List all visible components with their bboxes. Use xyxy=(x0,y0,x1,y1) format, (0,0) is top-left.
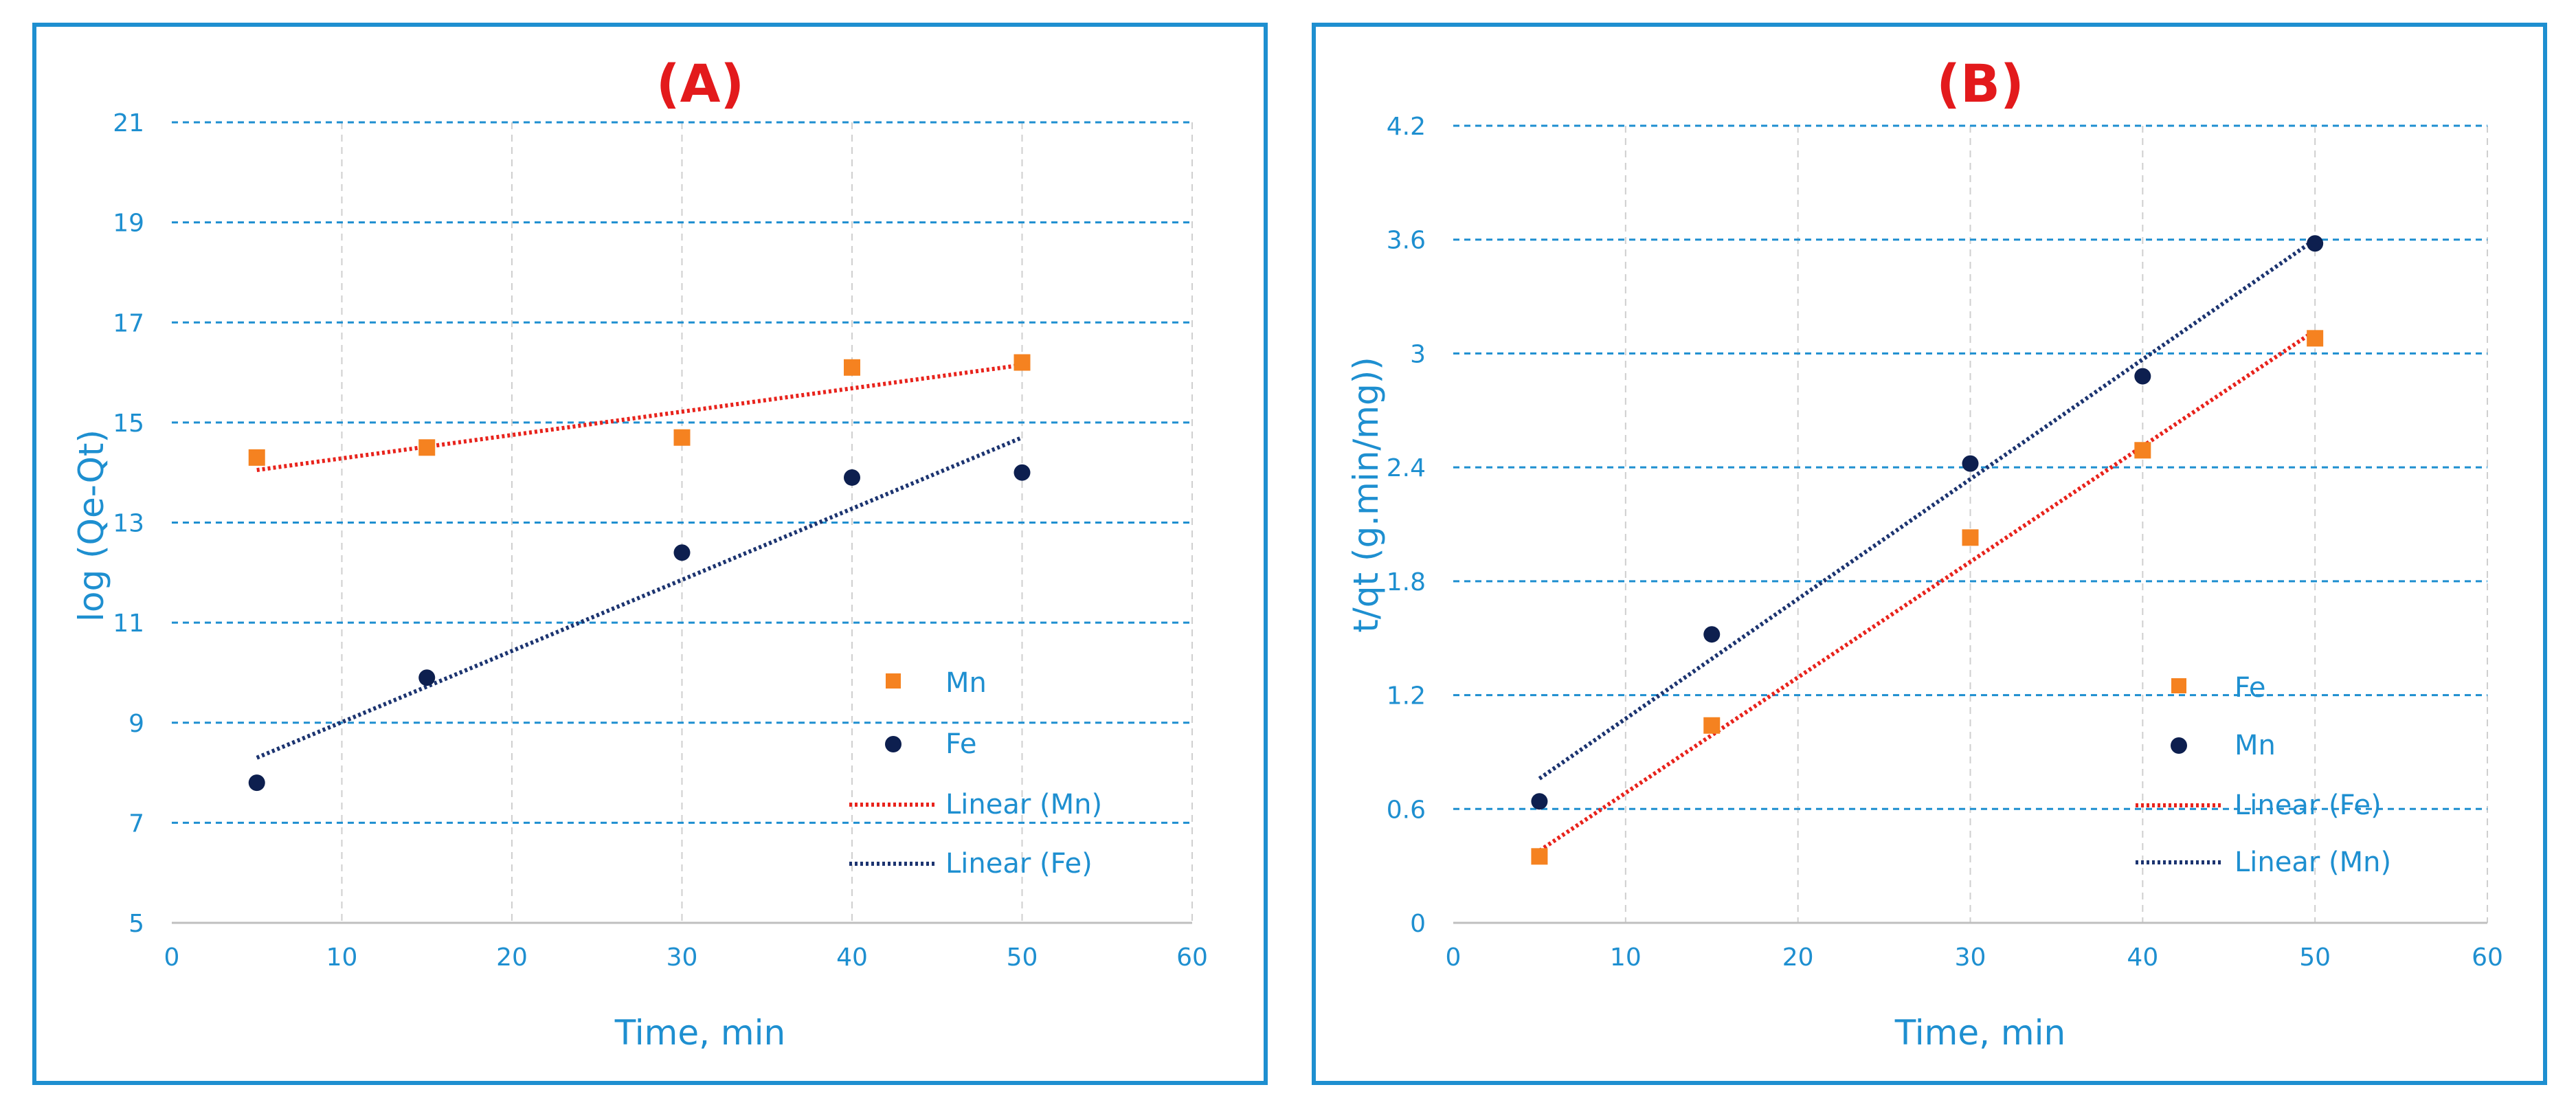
legend-label-b-1: Fe xyxy=(2235,672,2265,704)
legend-label-a-1: Mn xyxy=(945,667,987,699)
panel-a-x-tick-label: 40 xyxy=(836,943,868,972)
panel-b-y-tick-label: 3 xyxy=(1410,340,1426,368)
panel-b-y-tick-label: 2.4 xyxy=(1387,454,1426,482)
panel-b-x-tick-label: 30 xyxy=(1955,943,1986,972)
panel-a-point-fe xyxy=(1013,464,1031,481)
panel-a-trendline xyxy=(256,435,1023,760)
panel-a-title: (A) xyxy=(656,53,744,114)
panel-b-point-mn xyxy=(2134,368,2151,385)
panel-b: (B) Time, min t/qt (g.min/mg)) 0 10 20 30 40… xyxy=(1312,23,2547,1085)
panel-b-x-tick-label: 10 xyxy=(1610,943,1642,972)
panel-a-y-tick-label: 5 xyxy=(128,910,144,938)
legend-label-a-2: Fe xyxy=(945,728,976,760)
legend-label-b-2: Mn xyxy=(2235,730,2276,761)
panel-a-point-fe xyxy=(248,774,265,792)
panel-b-point-mn xyxy=(1531,793,1548,810)
panel-b-y-tick-label: 1.2 xyxy=(1387,682,1426,711)
panel-a-point-fe xyxy=(673,544,691,561)
panel-a-x-ticks: 0 10 20 30 40 50 60 xyxy=(164,943,1208,972)
legend-label-b-3: Linear (Fe) xyxy=(2235,790,2382,821)
panel-b-y-tick-label: 1.8 xyxy=(1387,568,1426,596)
panel-a: (A) Time, min log (Qe-Qt) 0 10 20 30 40 50 60 … xyxy=(32,23,1268,1085)
panel-a-y-axis-label: log (Qe-Qt) xyxy=(71,429,111,622)
panel-a-trendline xyxy=(256,363,1022,473)
panel-b-x-tick-label: 0 xyxy=(1446,943,1461,972)
panel-b-x-tick-label: 60 xyxy=(2472,943,2503,972)
legend-label-a-4: Linear (Fe) xyxy=(945,848,1093,880)
panel-b-frame xyxy=(1312,23,2547,1085)
panel-b-y-tick-label: 4.2 xyxy=(1387,113,1426,141)
panel-a-point-fe xyxy=(844,469,860,486)
panel-b-y-ticks: 0 0.6 1.2 1.8 2.4 3 3.6 4.2 xyxy=(1387,113,1426,938)
panel-b-x-tick-label: 20 xyxy=(1782,943,1814,972)
panel-b-point-fe xyxy=(1962,529,1979,546)
panel-a-x-tick-label: 10 xyxy=(326,943,358,972)
panel-a-x-tick-label: 30 xyxy=(667,943,698,972)
panel-b-point-fe xyxy=(2307,330,2324,347)
panel-b-y-tick-label: 0 xyxy=(1410,910,1426,938)
panel-a-y-tick-label: 21 xyxy=(113,109,144,137)
panel-b-point-fe xyxy=(1531,848,1548,865)
panel-b-x-ticks: 0 10 20 30 40 50 60 xyxy=(1446,943,2503,972)
panel-a-point-mn xyxy=(673,429,691,446)
panel-a-frame xyxy=(32,23,1268,1085)
panel-b-point-fe xyxy=(1703,717,1721,734)
panel-b-point-fe xyxy=(2134,442,2151,459)
panel-b-x-axis-label: Time, min xyxy=(1894,1013,2065,1053)
legend-label-b-4: Linear (Mn) xyxy=(2235,847,2391,878)
panel-b-trendline xyxy=(1538,238,2316,781)
panel-a-x-tick-label: 20 xyxy=(496,943,528,972)
panel-b-trendlines xyxy=(1538,238,2316,853)
panel-b-data-points xyxy=(1531,235,2324,865)
panel-a-y-ticks: 5 7 9 11 13 15 17 19 21 xyxy=(113,109,144,938)
panel-a-x-tick-label: 50 xyxy=(1007,943,1038,972)
panel-a-y-tick-label: 15 xyxy=(113,410,144,438)
panel-b-y-tick-label: 0.6 xyxy=(1387,796,1426,824)
legend-marker-b-1 xyxy=(2171,678,2186,693)
panel-a-data-points xyxy=(248,354,1031,792)
panel-b-point-mn xyxy=(1703,626,1721,643)
panel-b-title: (B) xyxy=(1936,53,2024,114)
panel-b-y-axis-label: t/qt (g.min/mg)) xyxy=(1346,357,1386,632)
legend-marker-a-2 xyxy=(885,736,901,752)
panel-b-x-tick-label: 40 xyxy=(2127,943,2158,972)
panel-b-legend: Fe Mn Linear (Fe) Linear (Mn) xyxy=(2136,672,2391,878)
panel-a-x-tick-label: 0 xyxy=(164,943,180,972)
panel-a-x-axis-label: Time, min xyxy=(614,1013,785,1053)
panel-b-x-tick-label: 50 xyxy=(2299,943,2331,972)
panel-a-y-tick-label: 17 xyxy=(113,309,144,337)
panel-a-legend: Mn Fe Linear (Mn) Linear (Fe) xyxy=(849,667,1102,880)
panel-b-trendline xyxy=(1538,328,2316,853)
panel-a-y-tick-label: 13 xyxy=(113,510,144,538)
legend-label-a-3: Linear (Mn) xyxy=(945,789,1102,820)
panel-b-y-tick-label: 3.6 xyxy=(1387,227,1426,255)
legend-marker-b-2 xyxy=(2171,737,2187,754)
panel-a-y-tick-label: 7 xyxy=(128,809,144,838)
panel-a-y-tick-label: 19 xyxy=(113,210,144,238)
panel-a-trendlines xyxy=(256,363,1023,760)
panel-b-point-mn xyxy=(2307,235,2324,252)
panel-a-y-tick-label: 9 xyxy=(128,710,144,738)
panel-a-y-tick-label: 11 xyxy=(113,609,144,638)
panel-a-gridlines xyxy=(172,121,1193,924)
panel-a-point-fe xyxy=(418,669,436,686)
legend-marker-a-1 xyxy=(886,673,901,689)
panel-b-point-mn xyxy=(1962,455,1979,472)
panel-a-point-mn xyxy=(418,439,436,456)
panel-a-x-tick-label: 60 xyxy=(1176,943,1208,972)
panel-a-point-mn xyxy=(248,449,265,466)
panel-a-point-mn xyxy=(844,359,860,376)
panel-a-point-mn xyxy=(1013,354,1031,371)
